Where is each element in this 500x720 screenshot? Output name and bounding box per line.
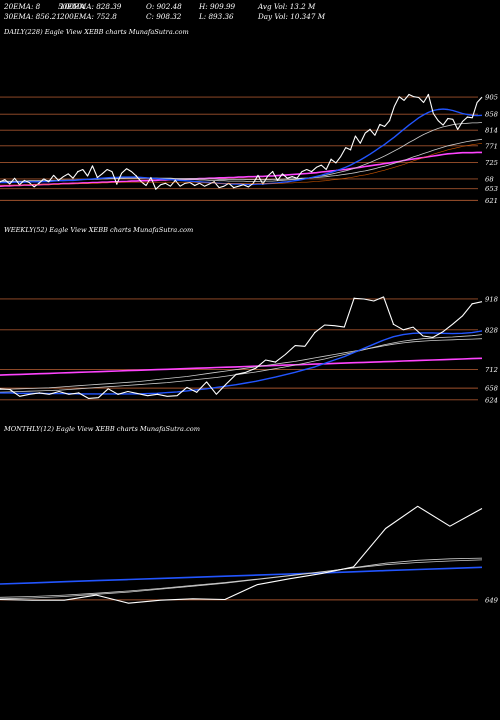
daily-price-point bbox=[57, 179, 60, 182]
monthly-series-1 bbox=[0, 557, 483, 600]
weekly-price-point bbox=[38, 392, 41, 394]
weekly-level-label: 658 bbox=[485, 385, 499, 393]
daily-price-point bbox=[330, 158, 332, 160]
weekly-price-point bbox=[353, 297, 355, 299]
daily-level-label: 68 bbox=[485, 175, 494, 183]
weekly-level-label: 918 bbox=[485, 295, 499, 303]
daily-price-point bbox=[135, 175, 138, 177]
daily-level-label: 725 bbox=[485, 159, 498, 167]
weekly-price-point bbox=[235, 373, 237, 376]
weekly-series-4 bbox=[0, 357, 483, 376]
weekly-price-point bbox=[196, 391, 198, 393]
daily-price-point bbox=[447, 117, 449, 120]
header-ema50: 50EMA bbox=[58, 2, 85, 11]
header-avg-vol: Avg Vol: 13.2 M bbox=[258, 2, 316, 11]
header-low: L: 893.36 bbox=[199, 12, 234, 21]
header-close: C: 908.32 bbox=[146, 12, 182, 21]
chart-weekly: 918 828 712 658 624 bbox=[0, 295, 499, 404]
daily-series-2 bbox=[0, 122, 483, 183]
weekly-level-label: 712 bbox=[485, 366, 498, 374]
header-day-vol: Day Vol: 10.347 M bbox=[258, 12, 326, 21]
monthly-level-label: 649 bbox=[485, 596, 499, 604]
daily-price-point bbox=[369, 128, 371, 131]
weekly-series-3 bbox=[0, 338, 483, 390]
weekly-level-label: 828 bbox=[485, 326, 499, 334]
daily-price-point bbox=[38, 182, 40, 184]
daily-price-point bbox=[349, 149, 352, 151]
daily-price-point bbox=[155, 188, 157, 190]
weekly-panel-title: WEEKLY(52) Eagle View XEBB charts Munafa… bbox=[4, 226, 194, 234]
header-high: H: 909.99 bbox=[199, 2, 236, 11]
daily-level-label: 621 bbox=[485, 197, 498, 205]
daily-series-1 bbox=[0, 108, 483, 186]
daily-price-point bbox=[116, 183, 118, 185]
daily-level-label: 653 bbox=[485, 185, 498, 193]
daily-level-label: 858 bbox=[485, 111, 499, 119]
chart-daily: 905 858 814 771 725 68 653 621 bbox=[0, 94, 499, 205]
header-open: O: 902.48 bbox=[146, 2, 182, 11]
daily-price-point bbox=[427, 93, 430, 96]
daily-price-point bbox=[194, 184, 196, 187]
weekly-series-2 bbox=[0, 334, 483, 393]
daily-panel-title: DAILY(228) Eagle View XEBB charts Munafa… bbox=[4, 28, 189, 36]
weekly-price-point bbox=[117, 393, 119, 395]
daily-price-point bbox=[271, 170, 274, 173]
daily-level-label: 905 bbox=[485, 94, 498, 102]
chart-monthly: 649 bbox=[0, 505, 499, 604]
daily-price-point bbox=[232, 186, 235, 189]
weekly-price-point bbox=[314, 331, 316, 334]
weekly-price-point bbox=[432, 336, 434, 339]
header-ema20: 20EMA: 8 bbox=[4, 2, 41, 11]
header-ema100: 100EMA: 828.39 bbox=[60, 2, 122, 11]
weekly-level-label: 624 bbox=[485, 396, 498, 404]
monthly-panel-title: MONTHLY(12) Eagle View XEBB charts Munaf… bbox=[4, 425, 200, 433]
daily-price-point bbox=[388, 120, 391, 122]
daily-level-label: 814 bbox=[485, 127, 498, 135]
daily-price-point bbox=[408, 93, 410, 96]
weekly-price-point bbox=[77, 392, 80, 394]
daily-price-point bbox=[310, 170, 313, 173]
weekly-price-point bbox=[156, 393, 159, 395]
header-ema30: 30EMA: 856.21 bbox=[4, 12, 61, 21]
weekly-series-0 bbox=[0, 296, 483, 399]
monthly-series-2 bbox=[0, 559, 483, 598]
header-ema200: 200EMA: 752.8 bbox=[60, 12, 117, 21]
daily-ema200-line bbox=[0, 143, 483, 186]
daily-price-point bbox=[96, 176, 99, 179]
daily-price-point bbox=[291, 176, 293, 178]
daily-price-point bbox=[0, 181, 1, 183]
daily-level-label: 771 bbox=[485, 142, 498, 150]
weekly-price-point bbox=[392, 323, 395, 326]
daily-price-point bbox=[466, 116, 469, 118]
daily-price-point bbox=[213, 181, 215, 183]
monthly-series-0 bbox=[0, 505, 483, 604]
weekly-price-point bbox=[274, 361, 277, 363]
daily-price-point bbox=[77, 170, 79, 173]
weekly-price-point bbox=[0, 388, 1, 390]
daily-series-0 bbox=[0, 93, 483, 190]
monthly-series-3 bbox=[0, 566, 483, 585]
weekly-price-point bbox=[471, 303, 473, 305]
daily-price-point bbox=[174, 179, 176, 182]
